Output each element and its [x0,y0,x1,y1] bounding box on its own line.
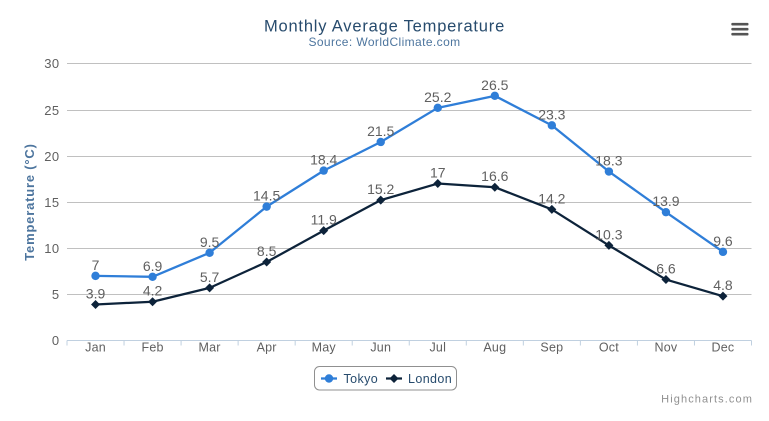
svg-text:0: 0 [52,333,60,348]
svg-text:15.2: 15.2 [367,181,394,197]
svg-text:20: 20 [44,149,59,164]
svg-text:4.2: 4.2 [143,283,163,299]
svg-text:18.4: 18.4 [310,152,337,168]
svg-text:26.5: 26.5 [481,77,508,93]
svg-text:6.9: 6.9 [143,258,163,274]
svg-text:6.6: 6.6 [656,261,676,277]
svg-text:Highcharts.com: Highcharts.com [661,394,753,406]
svg-text:25.2: 25.2 [424,89,451,105]
svg-text:13.9: 13.9 [652,193,679,209]
svg-text:18.3: 18.3 [595,153,622,169]
svg-text:21.5: 21.5 [367,123,394,139]
svg-text:25: 25 [44,103,59,118]
svg-text:Oct: Oct [599,341,619,355]
svg-text:Sep: Sep [540,341,563,355]
svg-text:Monthly Average Temperature: Monthly Average Temperature [264,18,505,36]
svg-text:Jul: Jul [429,341,446,355]
svg-text:Dec: Dec [712,341,735,355]
svg-text:Jun: Jun [370,341,391,355]
svg-text:Nov: Nov [655,341,678,355]
svg-text:Temperature (°C): Temperature (°C) [22,143,37,260]
svg-text:8.5: 8.5 [257,243,277,259]
svg-text:Apr: Apr [257,341,277,355]
svg-text:14.5: 14.5 [253,188,280,204]
svg-text:10.3: 10.3 [595,226,622,242]
svg-text:7: 7 [92,257,100,273]
svg-text:Feb: Feb [141,341,163,355]
svg-text:4.8: 4.8 [713,277,733,293]
svg-text:9.6: 9.6 [713,233,733,249]
svg-text:May: May [312,341,337,355]
svg-text:11.9: 11.9 [311,212,337,228]
svg-text:5.7: 5.7 [200,269,220,285]
svg-text:15: 15 [44,195,59,210]
svg-text:16.6: 16.6 [481,168,508,184]
svg-text:Aug: Aug [483,341,506,355]
svg-text:23.3: 23.3 [538,106,565,122]
svg-text:9.5: 9.5 [200,234,220,250]
svg-text:17: 17 [430,165,446,181]
svg-text:30: 30 [44,56,59,71]
svg-text:London: London [408,372,452,386]
svg-text:Source: WorldClimate.com: Source: WorldClimate.com [308,35,460,49]
svg-text:3.9: 3.9 [86,285,106,301]
svg-text:Jan: Jan [85,341,106,355]
svg-text:5: 5 [52,287,60,302]
svg-text:10: 10 [44,241,59,256]
svg-text:14.2: 14.2 [538,190,565,206]
svg-text:Mar: Mar [199,341,221,355]
svg-text:Tokyo: Tokyo [344,372,379,386]
